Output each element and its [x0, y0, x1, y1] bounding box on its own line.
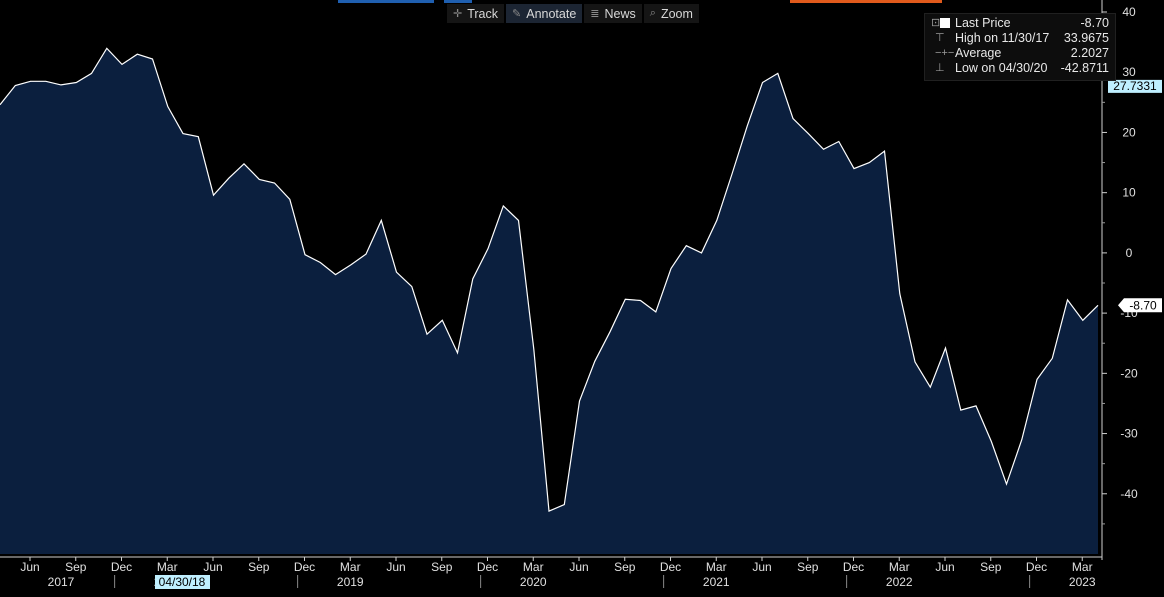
legend-value: -42.8711	[1060, 61, 1109, 75]
y-tick-label: -40	[1120, 487, 1138, 501]
y-tick-label: -30	[1120, 427, 1138, 441]
series-area	[0, 48, 1098, 555]
x-tick-label: Dec	[660, 560, 681, 574]
x-tick-label: Mar	[340, 560, 361, 574]
x-tick-label: Jun	[752, 560, 771, 574]
y-tick-label: 40	[1122, 5, 1136, 19]
x-tick-label: Jun	[20, 560, 39, 574]
x-year-label: 2023	[1069, 575, 1096, 589]
y-tick-label: 0	[1126, 246, 1133, 260]
legend-low[interactable]: ⊥ Low on 04/30/20 -42.8711	[925, 61, 1111, 76]
x-tick-label: Sep	[65, 560, 87, 574]
last-value-tag	[1118, 298, 1162, 313]
crosshair-date-label: 04/30/18	[159, 575, 206, 589]
legend-value: 33.9675	[1063, 31, 1109, 45]
low-marker-icon: ⊥	[935, 62, 945, 74]
x-tick-label: Sep	[797, 560, 819, 574]
x-tick-label: Dec	[294, 560, 315, 574]
y-tick-label: 10	[1122, 186, 1136, 200]
legend-label: Last Price	[955, 16, 1011, 30]
x-year-label: 2017	[48, 575, 75, 589]
news-icon: ≣	[590, 8, 600, 20]
x-tick-label: Sep	[431, 560, 453, 574]
legend-average[interactable]: −+− Average 2.2027	[925, 46, 1111, 61]
news-button[interactable]: ≣ News	[584, 4, 642, 23]
x-tick-label: Sep	[248, 560, 270, 574]
series-line	[0, 47, 1099, 512]
last-value-label: -8.70	[1129, 298, 1157, 312]
annotate-button[interactable]: ✎ Annotate	[506, 4, 583, 23]
x-tick-label: Jun	[203, 560, 222, 574]
high-marker-icon: ⊤	[935, 32, 945, 44]
magnifier-icon: ⌕	[649, 7, 656, 19]
x-tick-label: Mar	[157, 560, 178, 574]
crosshair-value-label: 27.7331	[1113, 79, 1157, 93]
news-label: News	[604, 6, 636, 21]
y-tick-label: 30	[1122, 65, 1136, 79]
zoom-button[interactable]: ⌕ Zoom	[643, 4, 699, 23]
x-tick-label: Jun	[569, 560, 588, 574]
x-tick-label: Dec	[1026, 560, 1047, 574]
chart-toolbar: ✛ Track ✎ Annotate ≣ News ⌕ Zoom	[447, 4, 699, 23]
y-tick-label: -20	[1120, 366, 1138, 380]
x-tick-label: Mar	[523, 560, 544, 574]
track-button[interactable]: ✛ Track	[447, 4, 505, 23]
crosshair-value-tag	[1108, 79, 1162, 93]
series-swatch-icon	[940, 18, 950, 28]
x-tick-label: Jun	[386, 560, 405, 574]
x-tick-label: Mar	[706, 560, 727, 574]
x-tick-label: Sep	[614, 560, 636, 574]
x-year-label: 2022	[886, 575, 913, 589]
legend-toggle-icon: ⊡	[931, 17, 941, 29]
x-tick-label: Jun	[935, 560, 954, 574]
pencil-icon: ✎	[512, 8, 522, 20]
legend-value: -8.70	[1080, 16, 1110, 30]
x-tick-label: Dec	[843, 560, 864, 574]
x-tick-label: Dec	[477, 560, 498, 574]
x-year-label: 2019	[337, 575, 364, 589]
legend-label: Low on 04/30/20	[955, 61, 1048, 75]
x-tick-label: Sep	[980, 560, 1002, 574]
crosshair-date-tag	[155, 575, 210, 589]
x-year-label: 2021	[703, 575, 730, 589]
crosshair-icon: ✛	[453, 8, 463, 20]
legend-label: Average	[955, 46, 1002, 60]
x-year-label: 2020	[520, 575, 547, 589]
legend-last-price[interactable]: ⊡ Last Price -8.70	[925, 16, 1111, 31]
track-label: Track	[467, 6, 499, 21]
average-marker-icon: −+−	[935, 47, 955, 59]
x-tick-label: Mar	[889, 560, 910, 574]
y-tick-label: 20	[1122, 125, 1136, 139]
x-tick-label: Dec	[111, 560, 132, 574]
legend-label: High on 11/30/17	[955, 31, 1050, 45]
top-tab-bar	[444, 0, 472, 3]
legend-high[interactable]: ⊤ High on 11/30/17 33.9675	[925, 31, 1111, 46]
chart-legend: ⊡ Last Price -8.70 ⊤ High on 11/30/17 33…	[924, 13, 1116, 81]
top-tab-bar	[790, 0, 942, 3]
x-tick-label: Mar	[1072, 560, 1093, 574]
legend-value: 2.2027	[1070, 46, 1109, 60]
top-tab-bar	[338, 0, 434, 3]
zoom-label: Zoom	[660, 6, 693, 21]
annotate-label: Annotate	[526, 6, 577, 21]
